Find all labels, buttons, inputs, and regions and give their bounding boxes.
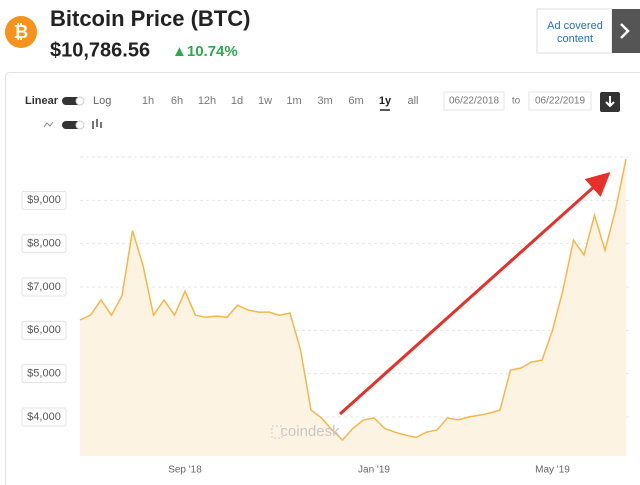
x-tick-label: Jan '19 — [358, 465, 390, 476]
y-tick-label: $8,000 — [27, 238, 61, 250]
range-button[interactable]: 6h — [171, 95, 183, 107]
toggle-knob — [75, 120, 85, 130]
range-button[interactable]: all — [407, 95, 418, 107]
title: Bitcoin Price (BTC) — [50, 6, 250, 31]
scale-log[interactable]: Log — [93, 95, 111, 107]
arrow-icon — [620, 23, 630, 39]
ad-arrow[interactable] — [612, 9, 640, 53]
y-tick-label: $4,000 — [27, 411, 61, 423]
range-button[interactable]: 1w — [258, 95, 272, 107]
date-input[interactable] — [443, 91, 505, 111]
date-from: 06/22/2018 — [449, 96, 499, 107]
watermark-logo — [271, 425, 283, 439]
scale-linear[interactable]: Linear — [25, 95, 59, 107]
y-tick-box — [21, 407, 67, 427]
candle-icon[interactable] — [92, 119, 102, 129]
y-tick-box — [21, 190, 67, 210]
range-button[interactable]: 1d — [231, 95, 243, 107]
ad-text: content — [557, 33, 593, 45]
coin-symbol: ₿ — [14, 22, 29, 42]
download-icon — [605, 96, 615, 108]
y-tick-box — [21, 277, 67, 297]
x-tick-label: May '19 — [535, 465, 570, 476]
area — [80, 159, 626, 456]
price: $10,786.56 — [50, 39, 150, 61]
range-button[interactable]: 6m — [348, 95, 363, 107]
range-button[interactable]: 1h — [142, 95, 154, 107]
range-button[interactable]: 12h — [198, 95, 216, 107]
y-tick-box — [21, 234, 67, 254]
line-icon[interactable] — [43, 121, 54, 128]
coin-icon — [5, 16, 37, 48]
plot: $4,000 $5,000 $6,000 $7,000 $8,000 $9,000 Sep … — [21, 156, 630, 476]
range-button[interactable]: 1m — [286, 95, 301, 107]
date-to: 06/22/2019 — [535, 96, 585, 107]
y-tick-label: $6,000 — [27, 324, 61, 336]
x-tick-label: Sep '18 — [168, 465, 202, 476]
date-input[interactable] — [528, 91, 592, 111]
y-tick-label: $7,000 — [27, 281, 61, 293]
watermark: coindesk — [280, 423, 340, 440]
annotation-arrow — [338, 171, 611, 416]
y-tick-label: $5,000 — [27, 368, 61, 380]
range-button[interactable]: 3m — [317, 95, 332, 107]
y-tick-box — [21, 364, 67, 384]
date-to-label: to — [512, 96, 521, 107]
range-button[interactable]: 1y — [379, 95, 392, 107]
price-line — [79, 159, 627, 442]
toggle-knob — [75, 96, 85, 106]
y-tick-label: $9,000 — [27, 194, 61, 206]
change: ▲10.74% — [172, 43, 238, 60]
y-tick-box — [21, 320, 67, 340]
ad-text: Ad covered — [547, 20, 603, 32]
